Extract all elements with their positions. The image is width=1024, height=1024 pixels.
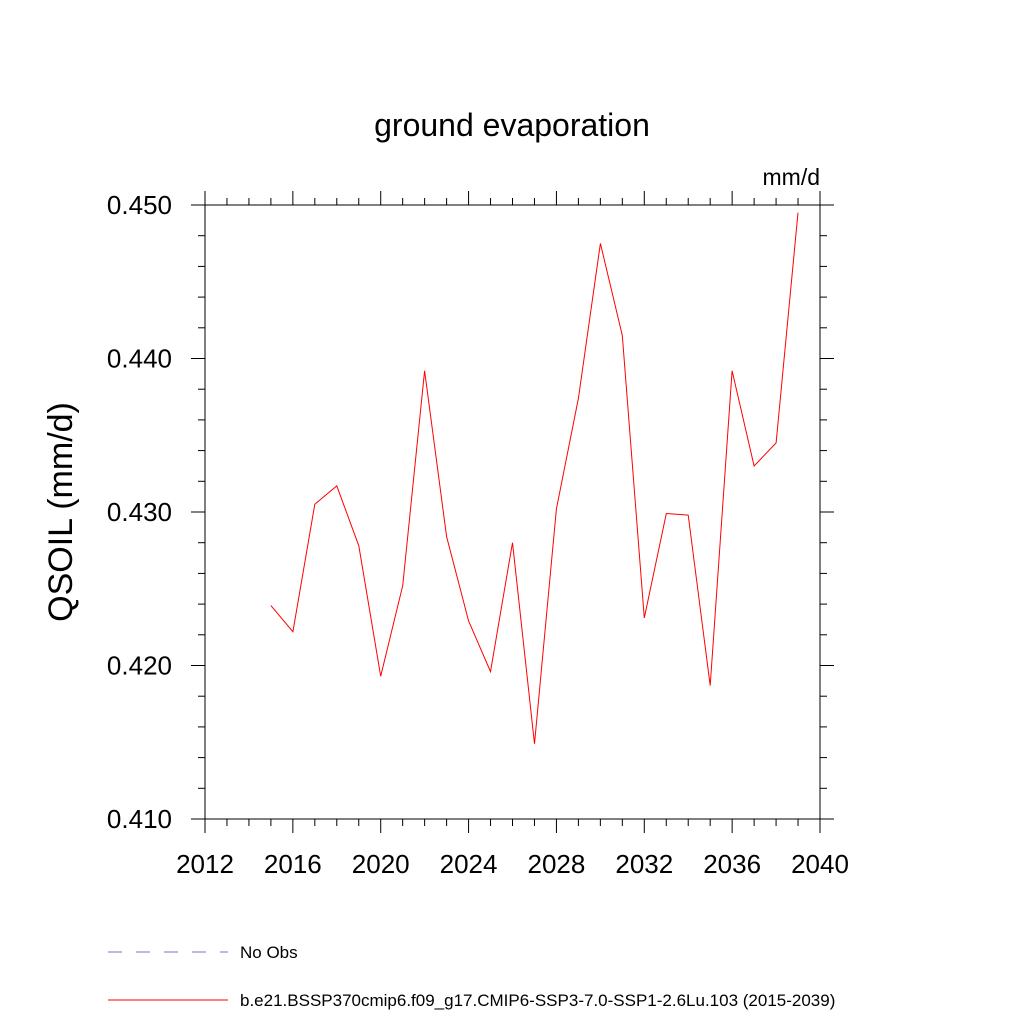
tick-marks [191,191,834,833]
x-tick-label: 2028 [528,849,586,879]
series-layer [270,212,799,744]
x-tick-label: 2016 [264,849,322,879]
y-tick-label: 0.410 [107,804,172,834]
y-tick-label: 0.450 [107,190,172,220]
legend-label: b.e21.BSSP370cmip6.f09_g17.CMIP6-SSP3-7.… [240,991,835,1010]
y-tick-label: 0.440 [107,344,172,374]
plot-frame [204,204,821,820]
x-tick-label: 2020 [352,849,410,879]
legend-label: No Obs [240,943,298,962]
x-tick-label: 2032 [615,849,673,879]
x-tick-label: 2036 [703,849,761,879]
x-tick-label: 2024 [440,849,498,879]
chart-title: ground evaporation [374,107,650,143]
x-tick-label: 2012 [176,849,234,879]
y-tick-label: 0.420 [107,651,172,681]
series-line [270,212,799,744]
tick-labels: 2012 2016 2020 2024 2028 2032 2036 2040 0.410 0.4… [107,190,849,879]
y-axis-label: QSOIL (mm/d) [42,402,80,622]
legend: No Obs b.e21.BSSP370cmip6.f09_g17.CMIP6-S… [108,943,835,1010]
x-tick-label: 2040 [791,849,849,879]
y-tick-label: 0.430 [107,497,172,527]
units-label: mm/d [763,164,821,190]
